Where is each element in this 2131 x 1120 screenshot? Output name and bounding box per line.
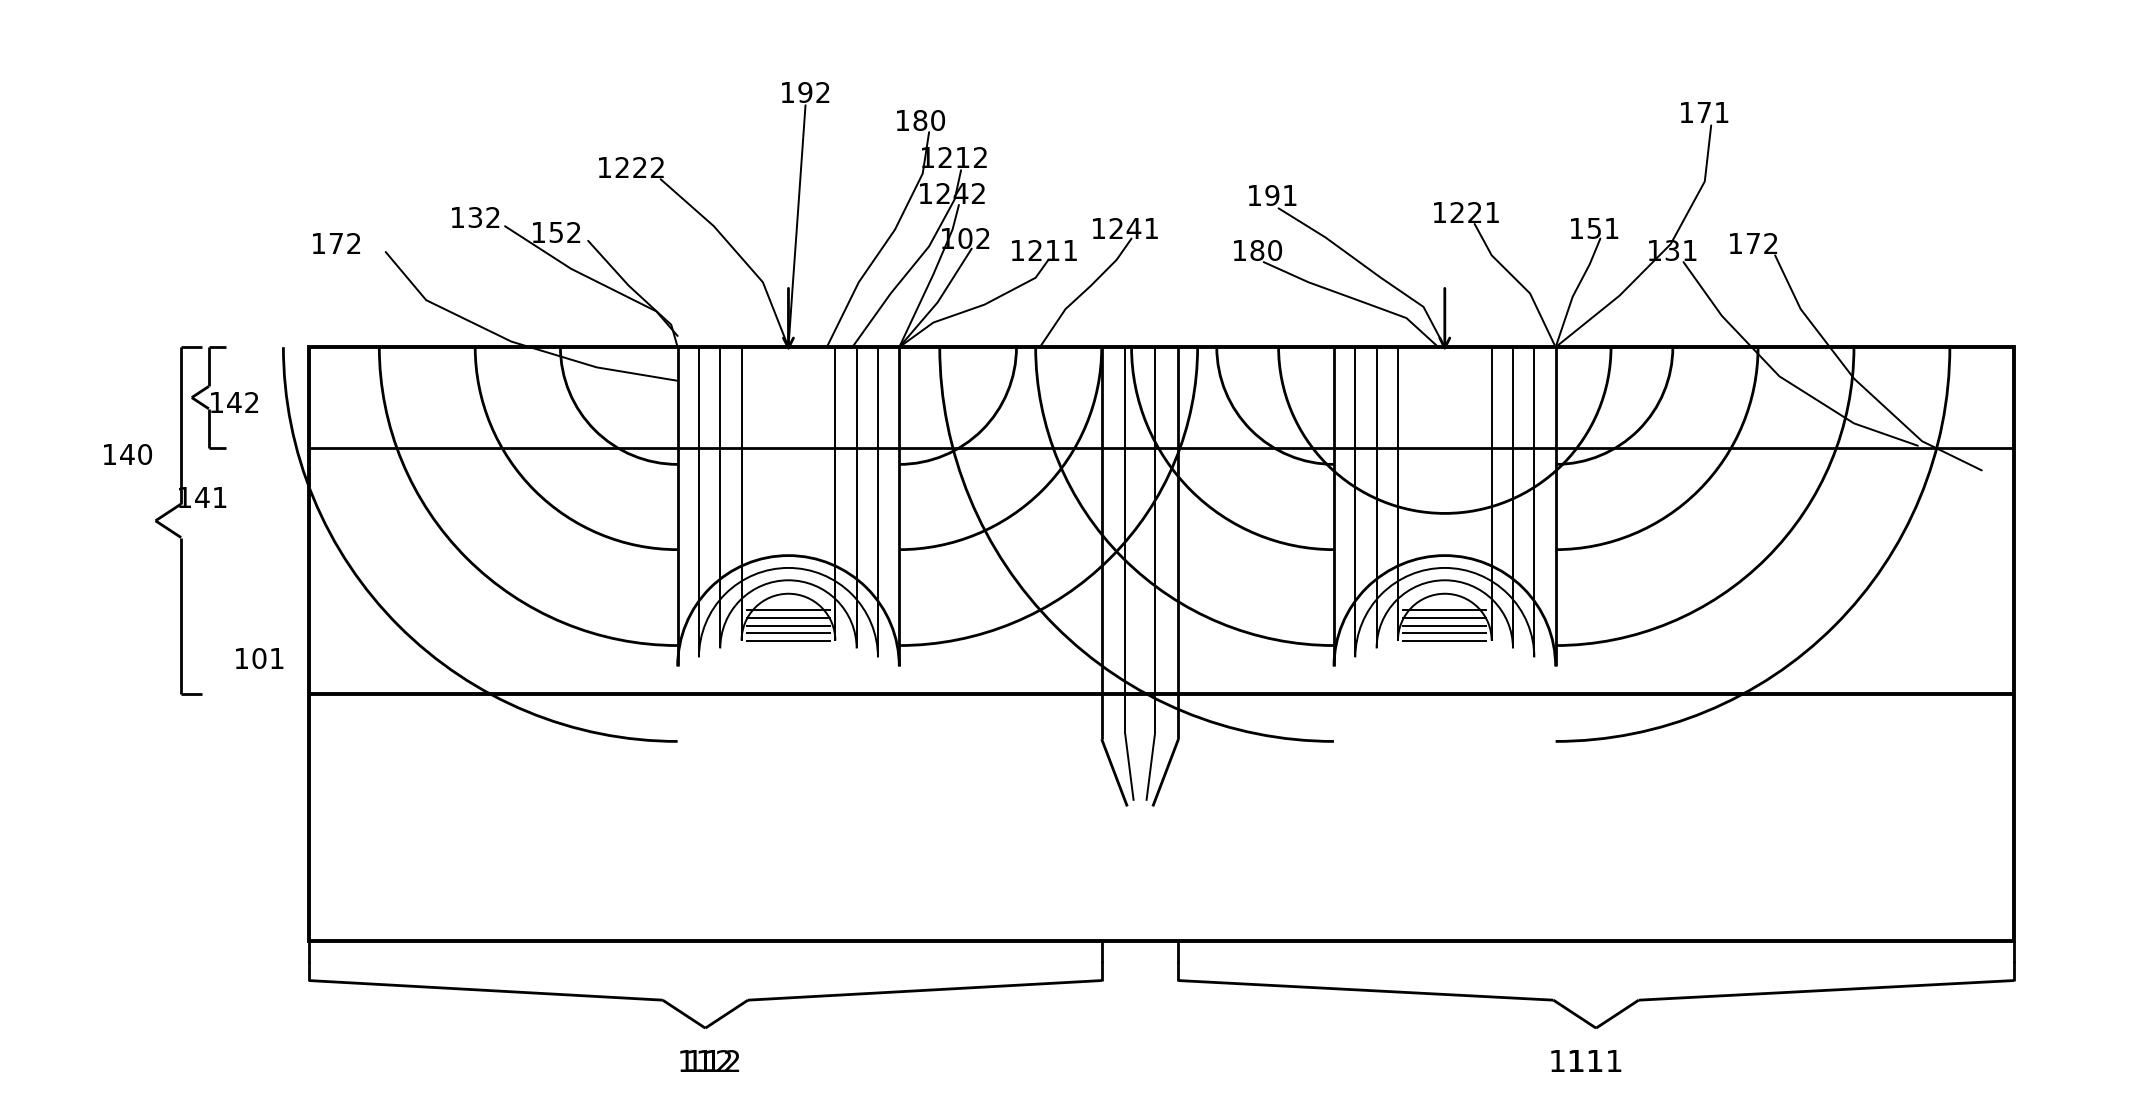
- Text: 1211: 1211: [1008, 240, 1080, 268]
- Text: 132: 132: [450, 206, 501, 234]
- Text: 152: 152: [531, 222, 582, 250]
- Text: 151: 151: [1568, 217, 1620, 245]
- Text: 101: 101: [234, 647, 286, 674]
- Text: 191: 191: [1247, 185, 1298, 213]
- Text: 192: 192: [780, 82, 831, 110]
- Text: 140: 140: [102, 444, 153, 472]
- Text: 1241: 1241: [1089, 217, 1161, 245]
- Text: 171: 171: [1679, 102, 1730, 130]
- Bar: [309, 347, 2014, 941]
- Text: 180: 180: [1232, 240, 1283, 268]
- Text: 112: 112: [684, 1049, 744, 1079]
- Text: 131: 131: [1647, 240, 1698, 268]
- Text: 1242: 1242: [916, 183, 989, 211]
- Text: 180: 180: [895, 110, 946, 138]
- Text: 111: 111: [1547, 1049, 1607, 1079]
- Text: 172: 172: [1728, 233, 1779, 261]
- Text: 112: 112: [676, 1049, 735, 1079]
- Text: 142: 142: [209, 392, 260, 420]
- Text: 1222: 1222: [595, 157, 667, 185]
- Text: 111: 111: [1566, 1049, 1626, 1079]
- Text: 102: 102: [940, 227, 991, 255]
- Text: 172: 172: [311, 233, 362, 261]
- Text: 141: 141: [177, 486, 228, 514]
- Text: 1212: 1212: [918, 147, 991, 175]
- Text: 1221: 1221: [1430, 202, 1502, 230]
